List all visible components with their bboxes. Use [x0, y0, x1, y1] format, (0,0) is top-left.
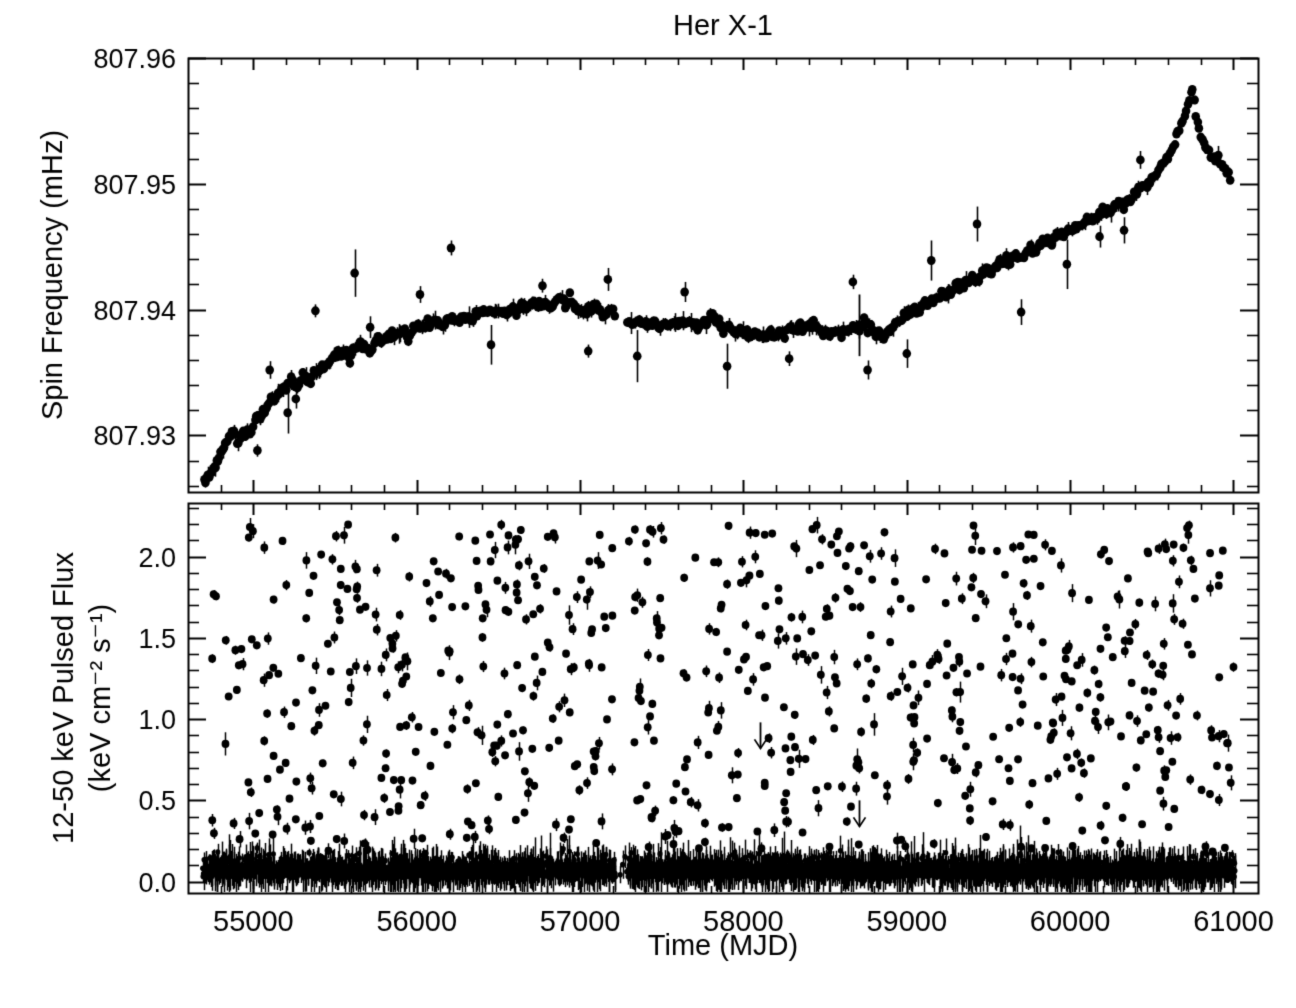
scientific-plot-canvas [0, 0, 1296, 1008]
figure-container: Her X-1 Spin Frequency (mHz) 12-50 keV P… [0, 0, 1296, 1008]
